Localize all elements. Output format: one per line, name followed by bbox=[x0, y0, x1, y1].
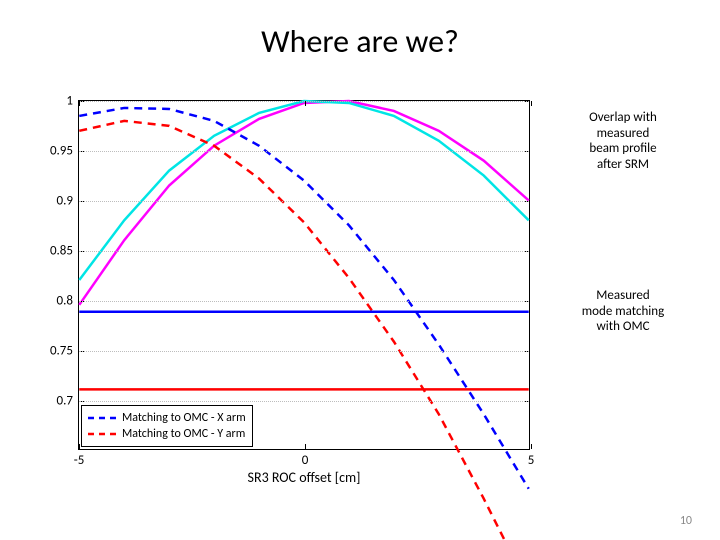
x-tick-label: -5 bbox=[74, 453, 85, 468]
x-tick-mark bbox=[531, 101, 532, 106]
y-tick-label: 0.7 bbox=[57, 394, 73, 409]
chart-svg bbox=[79, 101, 529, 449]
page-number: 10 bbox=[680, 514, 692, 528]
slide-title: Where are we? bbox=[0, 22, 720, 61]
x-tick-mark bbox=[79, 101, 80, 106]
chart-plot-area: Matching to OMC - X arm Matching to OMC -… bbox=[78, 100, 530, 450]
y-tick-label: 0.9 bbox=[57, 194, 73, 209]
x-tick-mark bbox=[305, 444, 306, 449]
grid-line bbox=[79, 251, 529, 252]
grid-line bbox=[79, 401, 529, 402]
note-measured-mm: Measuredmode matchingwith OMC bbox=[548, 288, 698, 335]
note-line: mode matching bbox=[548, 304, 698, 320]
x-axis-label: SR3 ROC offset [cm] bbox=[79, 469, 529, 486]
x-tick-label: 5 bbox=[528, 453, 535, 468]
note-line: measured bbox=[548, 126, 698, 142]
note-line: Overlap with bbox=[548, 110, 698, 126]
series-overlap-x bbox=[79, 101, 528, 305]
note-line: with OMC bbox=[548, 319, 698, 335]
y-tick-label: 0.85 bbox=[50, 244, 73, 259]
legend-label: Matching to OMC - X arm bbox=[122, 411, 246, 425]
grid-line bbox=[79, 351, 529, 352]
legend-swatch bbox=[88, 413, 116, 423]
x-tick-mark bbox=[305, 101, 306, 106]
grid-line bbox=[79, 301, 529, 302]
legend-swatch bbox=[88, 429, 116, 439]
legend-label: Matching to OMC - Y arm bbox=[122, 427, 245, 441]
y-tick-label: 0.75 bbox=[50, 344, 73, 359]
grid-line bbox=[79, 201, 529, 202]
grid-line bbox=[79, 151, 529, 152]
note-line: after SRM bbox=[548, 157, 698, 173]
note-line: beam profile bbox=[548, 141, 698, 157]
y-tick-label: 0.8 bbox=[57, 294, 73, 309]
y-tick-label: 0.95 bbox=[50, 144, 73, 159]
x-tick-mark bbox=[79, 444, 80, 449]
y-tick-label: 1 bbox=[66, 94, 73, 109]
legend-item: Matching to OMC - Y arm bbox=[88, 426, 246, 442]
legend-item: Matching to OMC - X arm bbox=[88, 410, 246, 426]
x-tick-label: 0 bbox=[302, 453, 309, 468]
note-line: Measured bbox=[548, 288, 698, 304]
note-overlap: Overlap withmeasuredbeam profileafter SR… bbox=[548, 110, 698, 172]
chart-legend: Matching to OMC - X arm Matching to OMC -… bbox=[81, 405, 253, 447]
x-tick-mark bbox=[531, 444, 532, 449]
series-overlap-y bbox=[79, 101, 528, 280]
